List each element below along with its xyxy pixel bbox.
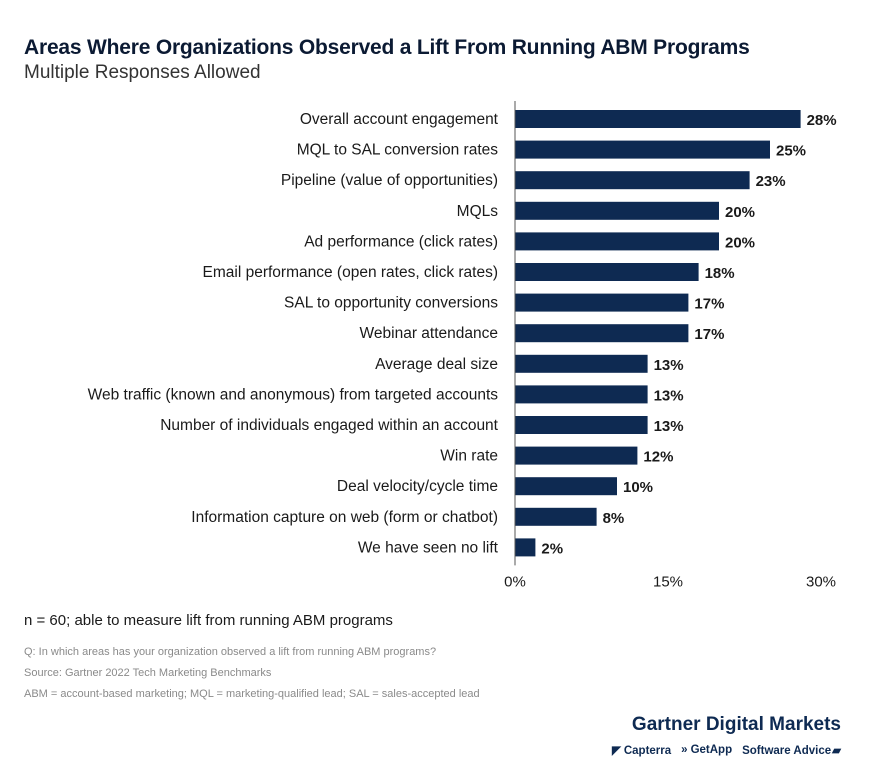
bar <box>515 140 770 159</box>
sample-note: n = 60; able to measure lift from runnin… <box>24 612 393 629</box>
getapp-logo: » GetApp <box>681 744 732 756</box>
abbreviations-note: ABM = account-based marketing; MQL = mar… <box>24 688 480 700</box>
category-label: Web traffic (known and anonymous) from t… <box>88 386 499 403</box>
chart-title: Areas Where Organizations Observed a Lif… <box>24 36 750 59</box>
value-label: 17% <box>694 326 724 343</box>
bar <box>515 293 689 312</box>
speech-bubble-icon: ▰ <box>832 745 841 757</box>
software-advice-label: Software Advice <box>742 745 832 757</box>
category-label: Webinar attendance <box>360 325 498 342</box>
capterra-arrow-icon: ◤ <box>611 745 621 757</box>
value-label: 13% <box>654 387 684 404</box>
category-label: Information capture on web (form or chat… <box>191 509 498 526</box>
bar <box>515 354 648 373</box>
category-label: SAL to opportunity conversions <box>284 295 498 312</box>
value-label: 12% <box>643 449 673 466</box>
category-label: Pipeline (value of opportunities) <box>281 172 498 189</box>
bar <box>515 416 648 434</box>
value-label: 18% <box>705 265 735 282</box>
category-label: MQLs <box>457 203 499 220</box>
category-label: Overall account engagement <box>300 111 499 128</box>
bar <box>515 232 719 251</box>
bar-chart: Overall account engagement 28% MQL to SAL … <box>88 101 837 590</box>
getapp-chevrons-icon: » <box>681 744 688 756</box>
category-label: Number of individuals engaged within an … <box>160 417 498 434</box>
capterra-logo: ◤ Capterra <box>612 743 671 757</box>
bar <box>515 446 638 465</box>
value-label: 8% <box>603 510 625 527</box>
category-label: We have seen no lift <box>358 539 499 556</box>
value-label: 20% <box>725 204 755 221</box>
category-label: MQL to SAL conversion rates <box>297 142 499 159</box>
capterra-label: Capterra <box>623 745 672 757</box>
category-label: Email performance (open rates, click rat… <box>203 264 498 281</box>
x-tick-label: 15% <box>653 573 683 590</box>
gartner-digital-markets-logo: Gartner Digital Markets <box>631 714 841 735</box>
brand-logos: ◤ Capterra » GetApp Software Advice▰ <box>612 743 844 757</box>
bar <box>515 538 536 557</box>
category-label: Average deal size <box>375 356 498 373</box>
value-label: 13% <box>654 357 684 374</box>
bar <box>515 507 597 526</box>
value-label: 28% <box>807 112 837 129</box>
x-tick-label: 0% <box>504 573 526 590</box>
bar <box>515 324 689 343</box>
category-label: Ad performance (click rates) <box>304 233 498 250</box>
bar <box>515 201 719 220</box>
value-label: 10% <box>623 479 653 496</box>
x-tick-label: 30% <box>806 573 836 590</box>
bar <box>515 477 617 496</box>
value-label: 2% <box>541 540 563 557</box>
value-label: 17% <box>694 296 724 313</box>
software-advice-logo: Software Advice▰ <box>742 743 844 757</box>
value-label: 25% <box>776 143 806 160</box>
value-label: 23% <box>756 173 786 190</box>
category-label: Win rate <box>440 448 498 465</box>
chart-subtitle: Multiple Responses Allowed <box>24 62 261 83</box>
bar <box>515 171 750 190</box>
category-label: Deal velocity/cycle time <box>337 478 498 495</box>
question-note: Q: In which areas has your organization … <box>24 646 437 658</box>
value-label: 20% <box>725 234 755 251</box>
bar <box>515 385 648 404</box>
getapp-label: GetApp <box>690 744 733 756</box>
value-label: 13% <box>654 418 684 435</box>
source-note: Source: Gartner 2022 Tech Marketing Benc… <box>24 667 272 679</box>
bar <box>515 263 699 281</box>
bar <box>515 110 801 128</box>
